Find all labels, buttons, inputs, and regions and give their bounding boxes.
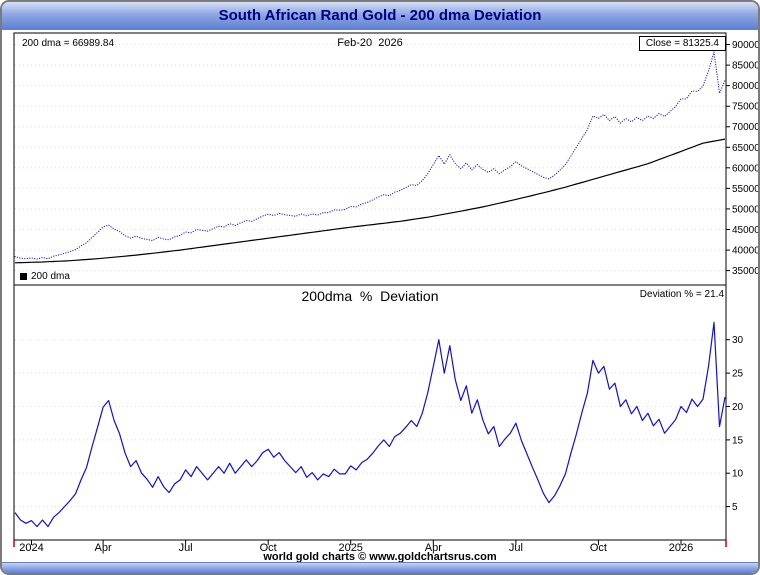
footer-bar: [2, 562, 758, 573]
legend-200dma: 200 dma: [20, 271, 70, 282]
y-axis-label: 65000: [732, 143, 758, 154]
y-axis-label: 20: [732, 402, 744, 413]
x-axis-label: 2025: [338, 542, 362, 554]
x-axis-label: Apr: [95, 542, 112, 554]
legend-label: 200 dma: [31, 271, 70, 282]
y-axis-label: 75000: [732, 102, 758, 113]
series-200-dma: [14, 138, 726, 264]
series-deviation-percent: [14, 321, 726, 528]
x-axis-label: Oct: [590, 542, 607, 554]
panel-frame: [13, 32, 727, 286]
y-axis-label: 15: [732, 435, 744, 446]
y-axis-label: 70000: [732, 122, 758, 133]
y-axis-label: 50000: [732, 204, 758, 215]
y-axis-label: 30: [732, 335, 744, 346]
deviation-panel-title: 200dma % Deviation: [301, 288, 439, 304]
y-axis-label: 80000: [732, 81, 758, 92]
y-axis-label: 5: [732, 502, 738, 513]
x-axis-label: Jul: [509, 542, 523, 554]
y-axis-label: 40000: [732, 246, 758, 257]
y-axis-label: 35000: [732, 266, 758, 277]
x-axis-label: 2026: [669, 542, 693, 554]
last-date-annotation: Feb-20 2026: [337, 37, 403, 49]
dma-value-annotation: 200 dma = 66989.84: [22, 38, 115, 49]
y-axis-label: 55000: [732, 184, 758, 195]
panel-frame: [13, 284, 727, 541]
y-axis-label: 25: [732, 369, 744, 380]
series-zar-gold-price: [14, 51, 726, 260]
legend-swatch-icon: [20, 273, 27, 280]
x-axis-label: Jul: [179, 542, 193, 554]
title-bar: South African Rand Gold - 200 dma Deviat…: [2, 2, 758, 30]
y-axis-label: 90000: [732, 40, 758, 51]
x-axis-label: Apr: [425, 542, 442, 554]
footer-credit: world gold charts © www.goldchartsrus.co…: [263, 551, 497, 563]
y-axis-label: 10: [732, 469, 744, 480]
y-axis-label: 85000: [732, 61, 758, 72]
chart-title: South African Rand Gold - 200 dma Deviat…: [218, 7, 542, 24]
y-axis-label: 45000: [732, 225, 758, 236]
close-value-box: Close = 81325.4: [638, 36, 726, 51]
x-axis-label: Oct: [260, 542, 277, 554]
x-axis-label: 2024: [19, 542, 43, 554]
deviation-value-annotation: Deviation % = 21.4: [639, 289, 724, 300]
y-axis-label: 60000: [732, 163, 758, 174]
